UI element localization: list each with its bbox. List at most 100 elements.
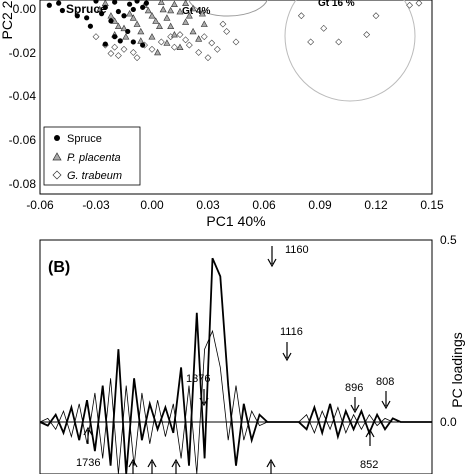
p-placenta-point [200, 20, 208, 27]
g-trabeum-point [372, 12, 380, 20]
x-tick-label: 0.00 [140, 198, 164, 212]
g-trabeum-point [335, 38, 343, 46]
legend-label-g-trabeum: G. trabeum [67, 170, 122, 182]
x-tick-label: 0.12 [364, 198, 388, 212]
p-placenta-point [159, 5, 167, 13]
p-placenta-point [154, 48, 162, 56]
panel-b-lines [39, 257, 432, 474]
spruce-point [115, 8, 121, 15]
loading-line-thick [39, 257, 432, 474]
spruce-point [74, 13, 80, 19]
up-arrow-icon [171, 458, 181, 474]
panel-b-y-axis-label: PC loadings [449, 332, 465, 408]
spruce-point [121, 13, 127, 19]
spruce-point [112, 34, 118, 40]
p-placenta-point [167, 6, 175, 14]
p-placenta-point [152, 17, 160, 24]
g-trabeum-point [415, 0, 423, 7]
panel-b: (B) 0.5 0.0 PC loadings 1160 1116 1376 8… [39, 233, 465, 474]
spruce-point [87, 23, 93, 29]
p-placenta-point [189, 4, 197, 12]
g-trabeum-point [107, 50, 115, 57]
p-placenta-point [126, 10, 134, 17]
spruce-point [140, 42, 146, 48]
g-trabeum-point [182, 36, 190, 44]
spruce-point [59, 7, 65, 14]
g-trabeum-point [129, 49, 137, 56]
y-tick-label: -0.02 [9, 46, 37, 60]
y-tick-label: -0.06 [9, 133, 37, 147]
g-trabeum-point [114, 52, 122, 60]
g-trabeum-point [219, 20, 227, 28]
p-placenta-point [120, 24, 128, 32]
peak-label-896: 896 [345, 382, 363, 394]
g-trabeum-point [148, 45, 156, 53]
y-tick-label: -0.04 [9, 89, 37, 103]
g-trabeum-point [111, 43, 119, 51]
g-trabeum-point [92, 33, 100, 41]
panel-a-y-axis: 0.00 -0.02 -0.04 -0.06 -0.08 [9, 2, 37, 191]
gt4-annotation: Gt 4% [182, 6, 210, 17]
spruce-point [93, 0, 99, 4]
spruce-point [117, 38, 123, 44]
spruce-point [56, 0, 62, 6]
right-y-tick-label: 0.0 [440, 415, 457, 429]
g-trabeum-point [213, 45, 221, 53]
g-trabeum-point [170, 43, 178, 51]
spruce-point [46, 2, 52, 8]
g-trabeum-point [157, 38, 165, 46]
g-trabeum-point [232, 38, 240, 46]
y-tick-label: 0.00 [13, 2, 37, 16]
panel-a-y-axis-label: PC2 2 [0, 0, 15, 39]
p-placenta-point [157, 0, 165, 5]
gt4-cluster-ellipse [188, 0, 268, 17]
spruce-point [84, 15, 90, 21]
peak-label-1376: 1376 [186, 373, 210, 385]
g-trabeum-point [120, 45, 128, 53]
up-arrow-icon [147, 458, 157, 474]
spruce-point [99, 11, 105, 17]
up-arrow-icon [83, 426, 93, 444]
g-trabeum-point [200, 33, 208, 41]
legend-label-spruce: Spruce [67, 133, 102, 145]
gt16-annotation: Gt 16 % [318, 0, 355, 9]
spruce-point [143, 0, 149, 6]
p-placenta-point [148, 12, 156, 19]
down-arrow-icon [199, 389, 209, 407]
g-trabeum-point [320, 24, 328, 32]
p-placenta-point [176, 43, 184, 50]
spruce-point [102, 4, 108, 10]
peak-label-1160: 1160 [285, 244, 309, 256]
g-trabeum-point [297, 12, 305, 20]
panel-b-annotations: 1160 1116 1376 896 808 1736 852 [76, 244, 394, 474]
p-placenta-point [170, 30, 178, 38]
panel-a-x-axis-label: PC1 40% [206, 213, 265, 229]
p-placenta-point [182, 18, 190, 25]
spruce-point [130, 6, 136, 13]
p-placenta-point [114, 22, 122, 30]
spruce-point [130, 39, 136, 45]
g-trabeum-point [133, 54, 141, 62]
peak-label-1116: 1116 [280, 326, 303, 338]
peak-label-1736: 1736 [76, 457, 100, 469]
panel-a-x-axis: -0.06 -0.03 0.00 0.03 0.06 0.09 0.12 0.1… [26, 198, 444, 212]
p-placenta-point [185, 12, 193, 19]
g-trabeum-point [185, 41, 193, 49]
x-tick-label: 0.06 [252, 198, 276, 212]
g-trabeum-point [208, 39, 216, 47]
panel-b-label: (B) [48, 259, 70, 276]
p-placenta-point [148, 33, 156, 40]
g-trabeum-point [406, 1, 414, 9]
x-tick-label: 0.03 [196, 198, 220, 212]
g-trabeum-point [204, 54, 212, 62]
p-placenta-point [195, 35, 203, 42]
x-tick-label: -0.06 [26, 198, 54, 212]
p-placenta-point [137, 27, 145, 35]
loading-line-thin [39, 329, 432, 474]
y-tick-label: -0.08 [9, 177, 37, 191]
p-placenta-point [170, 0, 178, 7]
g-trabeum-point [363, 31, 371, 39]
down-arrow-icon [381, 391, 391, 410]
up-arrow-icon [128, 458, 138, 474]
p-placenta-point [163, 39, 171, 46]
